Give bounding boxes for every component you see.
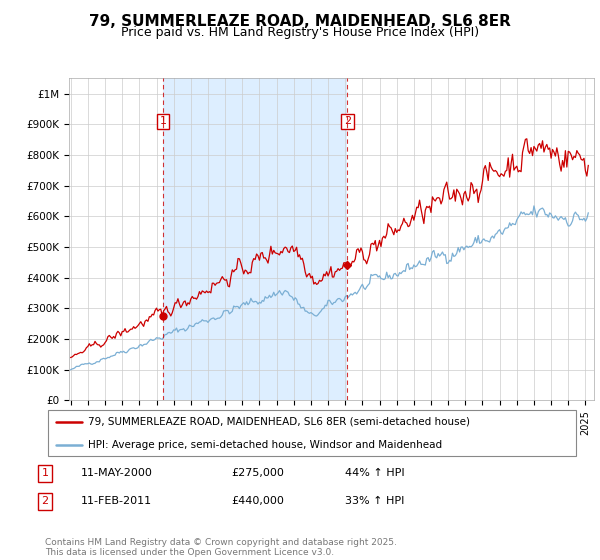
Text: 2: 2 <box>344 116 351 127</box>
Text: 33% ↑ HPI: 33% ↑ HPI <box>345 496 404 506</box>
Text: 79, SUMMERLEAZE ROAD, MAIDENHEAD, SL6 8ER: 79, SUMMERLEAZE ROAD, MAIDENHEAD, SL6 8E… <box>89 14 511 29</box>
Text: 44% ↑ HPI: 44% ↑ HPI <box>345 468 404 478</box>
Text: 79, SUMMERLEAZE ROAD, MAIDENHEAD, SL6 8ER (semi-detached house): 79, SUMMERLEAZE ROAD, MAIDENHEAD, SL6 8E… <box>88 417 470 427</box>
Text: 1: 1 <box>41 468 49 478</box>
Text: 11-FEB-2011: 11-FEB-2011 <box>81 496 152 506</box>
FancyBboxPatch shape <box>48 410 576 456</box>
Text: £275,000: £275,000 <box>231 468 284 478</box>
Text: 2: 2 <box>41 496 49 506</box>
Text: £440,000: £440,000 <box>231 496 284 506</box>
Text: Price paid vs. HM Land Registry's House Price Index (HPI): Price paid vs. HM Land Registry's House … <box>121 26 479 39</box>
Text: HPI: Average price, semi-detached house, Windsor and Maidenhead: HPI: Average price, semi-detached house,… <box>88 440 442 450</box>
Text: 11-MAY-2000: 11-MAY-2000 <box>81 468 153 478</box>
Text: Contains HM Land Registry data © Crown copyright and database right 2025.
This d: Contains HM Land Registry data © Crown c… <box>45 538 397 557</box>
Text: 1: 1 <box>160 116 166 127</box>
Bar <box>163 78 347 400</box>
